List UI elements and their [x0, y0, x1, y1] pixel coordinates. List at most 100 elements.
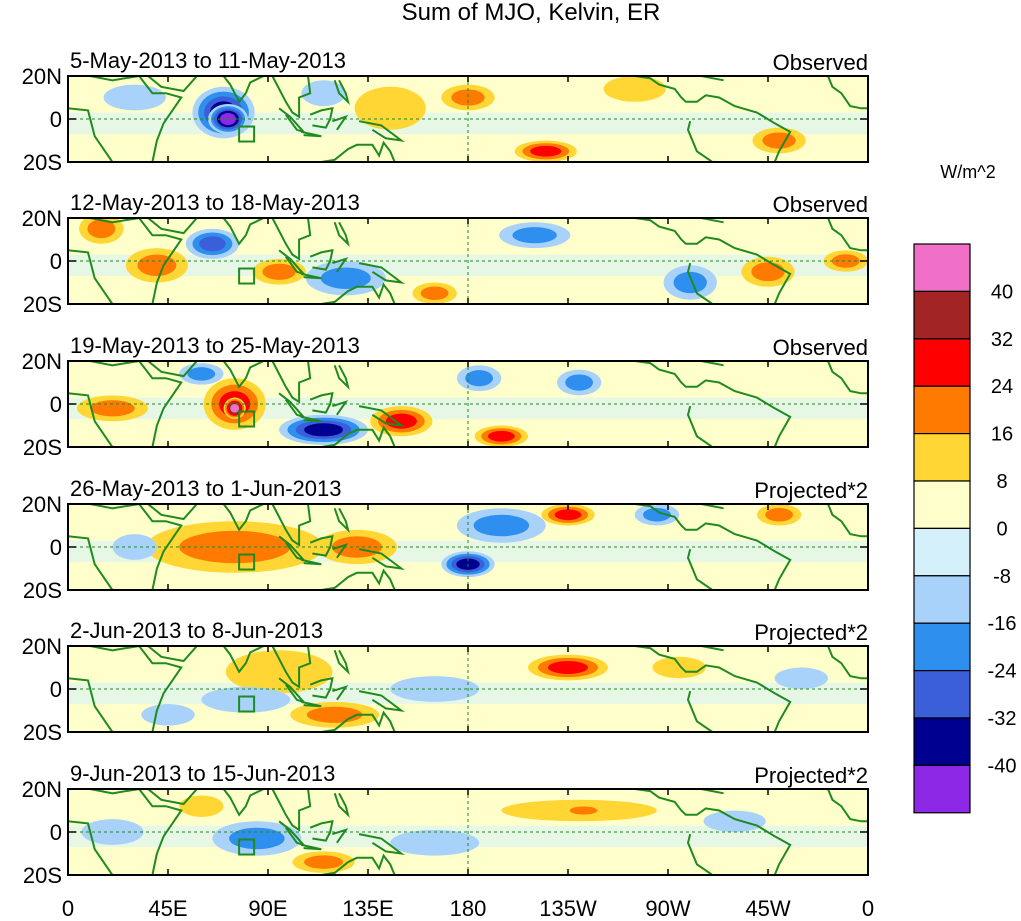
- coastline: [634, 789, 792, 875]
- coastline: [333, 649, 350, 675]
- colorbar-swatch: [913, 338, 971, 387]
- coastline: [147, 646, 198, 663]
- lon-label: 135E: [342, 896, 393, 921]
- coastline: [301, 843, 322, 851]
- anomaly-contour: [304, 423, 343, 437]
- coastline: [321, 568, 396, 590]
- anomaly-contour: [225, 650, 333, 694]
- colorbar-tick-label: 24: [991, 376, 1013, 398]
- lon-label: 90W: [645, 896, 690, 921]
- map-panel: 20N 0 20S 19-May-2013 to 25-May-2013 Observe…: [22, 333, 869, 460]
- coastline: [827, 789, 868, 823]
- anomaly-contour: [187, 367, 216, 381]
- lat-label: 0: [50, 392, 62, 417]
- coastline: [686, 690, 713, 732]
- coastline: [634, 218, 792, 304]
- coastline: [333, 364, 350, 390]
- coastline: [147, 789, 198, 806]
- anomaly-contour: [465, 370, 493, 387]
- panel-status: Projected*2: [754, 620, 868, 645]
- coastline: [321, 425, 396, 447]
- equatorial-band: [68, 112, 868, 135]
- longitude-axis: 0 45E 90E 135E 180 135W 90W 45W 0: [62, 896, 874, 921]
- coastline: [333, 221, 350, 247]
- lat-label: 20N: [22, 634, 62, 659]
- anomaly-contour: [774, 667, 828, 689]
- coastline: [634, 504, 792, 590]
- anomaly-contour: [137, 254, 177, 277]
- equatorial-band: [68, 397, 868, 420]
- anomaly-contour: [603, 76, 666, 102]
- figure-title: Sum of MJO, Kelvin, ER: [402, 0, 661, 26]
- colorbar-tick-label: -24: [988, 661, 1017, 683]
- indian-ocean-box: [238, 410, 256, 428]
- coastline: [634, 76, 792, 162]
- anomaly-contour: [554, 509, 582, 521]
- anomaly-contour: [473, 514, 530, 537]
- map-panel: 20N 0 20S 26-May-2013 to 1-Jun-2013 Projecte…: [22, 476, 869, 603]
- coastline: [358, 120, 405, 143]
- anomaly-contour: [103, 84, 166, 111]
- coastline: [634, 646, 792, 732]
- colorbar-swatch: [913, 385, 971, 435]
- coastline: [332, 114, 349, 131]
- anomaly-contour: [652, 656, 706, 679]
- coastline: [68, 504, 183, 590]
- anomaly-contour: [220, 112, 236, 126]
- coastline: [321, 853, 396, 875]
- colorbar-tick-label: -40: [988, 755, 1017, 777]
- coastline: [147, 76, 198, 93]
- map-panels: 20N 0 20S 5-May-2013 to 11-May-2013 Observed…: [22, 48, 869, 888]
- coastline: [301, 130, 322, 138]
- coastline: [301, 415, 322, 423]
- lat-label: 20S: [23, 863, 62, 888]
- coastline: [332, 828, 349, 844]
- coastline: [214, 361, 265, 389]
- anomaly-contour: [643, 508, 671, 522]
- lon-label: 0: [862, 896, 874, 921]
- anomaly-contour: [512, 227, 557, 244]
- coastline: [271, 218, 312, 261]
- coastline: [301, 700, 322, 708]
- lat-label: 0: [50, 677, 62, 702]
- coastline: [332, 685, 349, 701]
- anomaly-contour: [765, 508, 793, 522]
- anomaly-contour: [390, 829, 480, 856]
- lon-label: 45E: [148, 896, 187, 921]
- anomaly-contour: [301, 80, 346, 107]
- colorbar-units: W/m^2: [940, 162, 995, 182]
- colorbar-tick-label: 8: [996, 471, 1007, 493]
- lat-label: 0: [50, 535, 62, 560]
- coastline: [214, 76, 265, 104]
- colorbar-swatch: [913, 243, 971, 293]
- coastline: [686, 120, 713, 162]
- coastline: [358, 548, 405, 571]
- indian-ocean-box: [238, 838, 256, 856]
- anomaly-contour: [230, 404, 240, 413]
- anomaly-contour: [831, 254, 860, 268]
- panel-date-range: 9-Jun-2013 to 15-Jun-2013: [70, 761, 335, 786]
- anomaly-contour: [762, 132, 796, 149]
- anomaly-contour: [451, 89, 485, 106]
- colorbar-tick-label: 16: [991, 424, 1013, 446]
- colorbar-swatch: [913, 764, 971, 814]
- anomaly-contour: [673, 271, 707, 294]
- lat-label: 20S: [23, 435, 62, 460]
- anomaly-contour: [179, 530, 291, 564]
- anomaly-contour: [565, 374, 593, 391]
- coastline: [68, 361, 183, 447]
- coastline: [332, 543, 349, 559]
- coastline: [358, 405, 405, 428]
- lat-label: 20N: [22, 64, 62, 89]
- indian-ocean-box: [238, 125, 256, 143]
- colorbar-tick-label: -8: [993, 566, 1011, 588]
- coastline: [686, 405, 713, 447]
- coastline: [68, 218, 183, 304]
- anomaly-contour: [488, 430, 515, 442]
- panel-status: Observed: [773, 192, 868, 217]
- colorbar: W/m^2 40 32 24 16 8 0 -8 -16 -24 -32 -40: [913, 162, 1017, 814]
- anomaly-contour: [199, 236, 226, 252]
- anomaly-contour: [229, 827, 285, 850]
- anomaly-contour: [354, 86, 426, 130]
